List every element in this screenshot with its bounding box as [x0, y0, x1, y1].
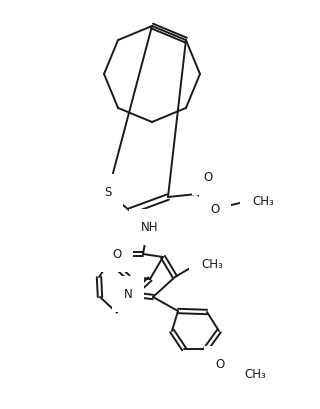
Text: N: N: [124, 288, 132, 301]
Text: CH₃: CH₃: [252, 195, 274, 208]
Text: CH₃: CH₃: [201, 257, 223, 270]
Text: O: O: [112, 248, 122, 261]
Text: O: O: [204, 171, 212, 184]
Text: O: O: [215, 357, 225, 371]
Text: CH₃: CH₃: [244, 368, 266, 380]
Text: O: O: [210, 203, 220, 216]
Text: S: S: [104, 186, 112, 199]
Text: NH: NH: [141, 221, 159, 234]
